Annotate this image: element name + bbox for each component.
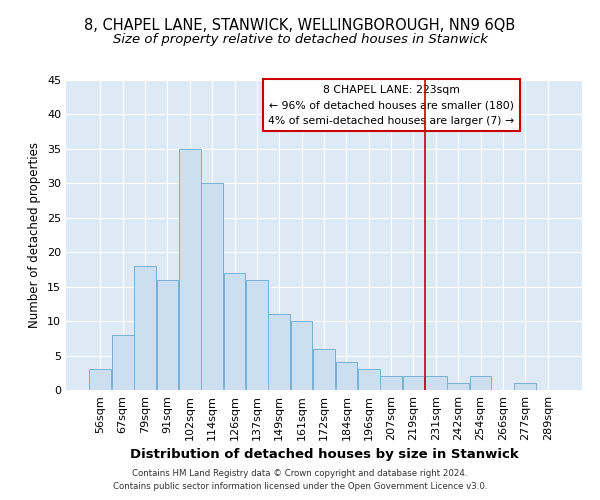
Bar (246, 280, 268, 390)
Bar (268, 314, 290, 390)
Bar (514, 383, 536, 390)
Bar (291, 321, 313, 390)
Text: 8, CHAPEL LANE, STANWICK, WELLINGBOROUGH, NN9 6QB: 8, CHAPEL LANE, STANWICK, WELLINGBOROUGH… (85, 18, 515, 32)
Bar (448, 383, 469, 390)
Bar (112, 335, 134, 390)
Bar (179, 149, 200, 390)
Bar (313, 348, 335, 390)
Bar (224, 273, 245, 390)
X-axis label: Distribution of detached houses by size in Stanwick: Distribution of detached houses by size … (130, 448, 518, 462)
Text: Size of property relative to detached houses in Stanwick: Size of property relative to detached ho… (113, 32, 487, 46)
Bar (425, 376, 446, 390)
Bar (202, 184, 223, 390)
Bar (403, 376, 424, 390)
Y-axis label: Number of detached properties: Number of detached properties (28, 142, 41, 328)
Bar (335, 362, 357, 390)
Bar (89, 370, 111, 390)
Text: Contains public sector information licensed under the Open Government Licence v3: Contains public sector information licen… (113, 482, 487, 491)
Text: Contains HM Land Registry data © Crown copyright and database right 2024.: Contains HM Land Registry data © Crown c… (132, 468, 468, 477)
Bar (134, 266, 156, 390)
Bar (380, 376, 402, 390)
Bar (358, 370, 380, 390)
Text: 8 CHAPEL LANE: 223sqm
← 96% of detached houses are smaller (180)
4% of semi-deta: 8 CHAPEL LANE: 223sqm ← 96% of detached … (268, 84, 514, 126)
Bar (157, 280, 178, 390)
Bar (470, 376, 491, 390)
